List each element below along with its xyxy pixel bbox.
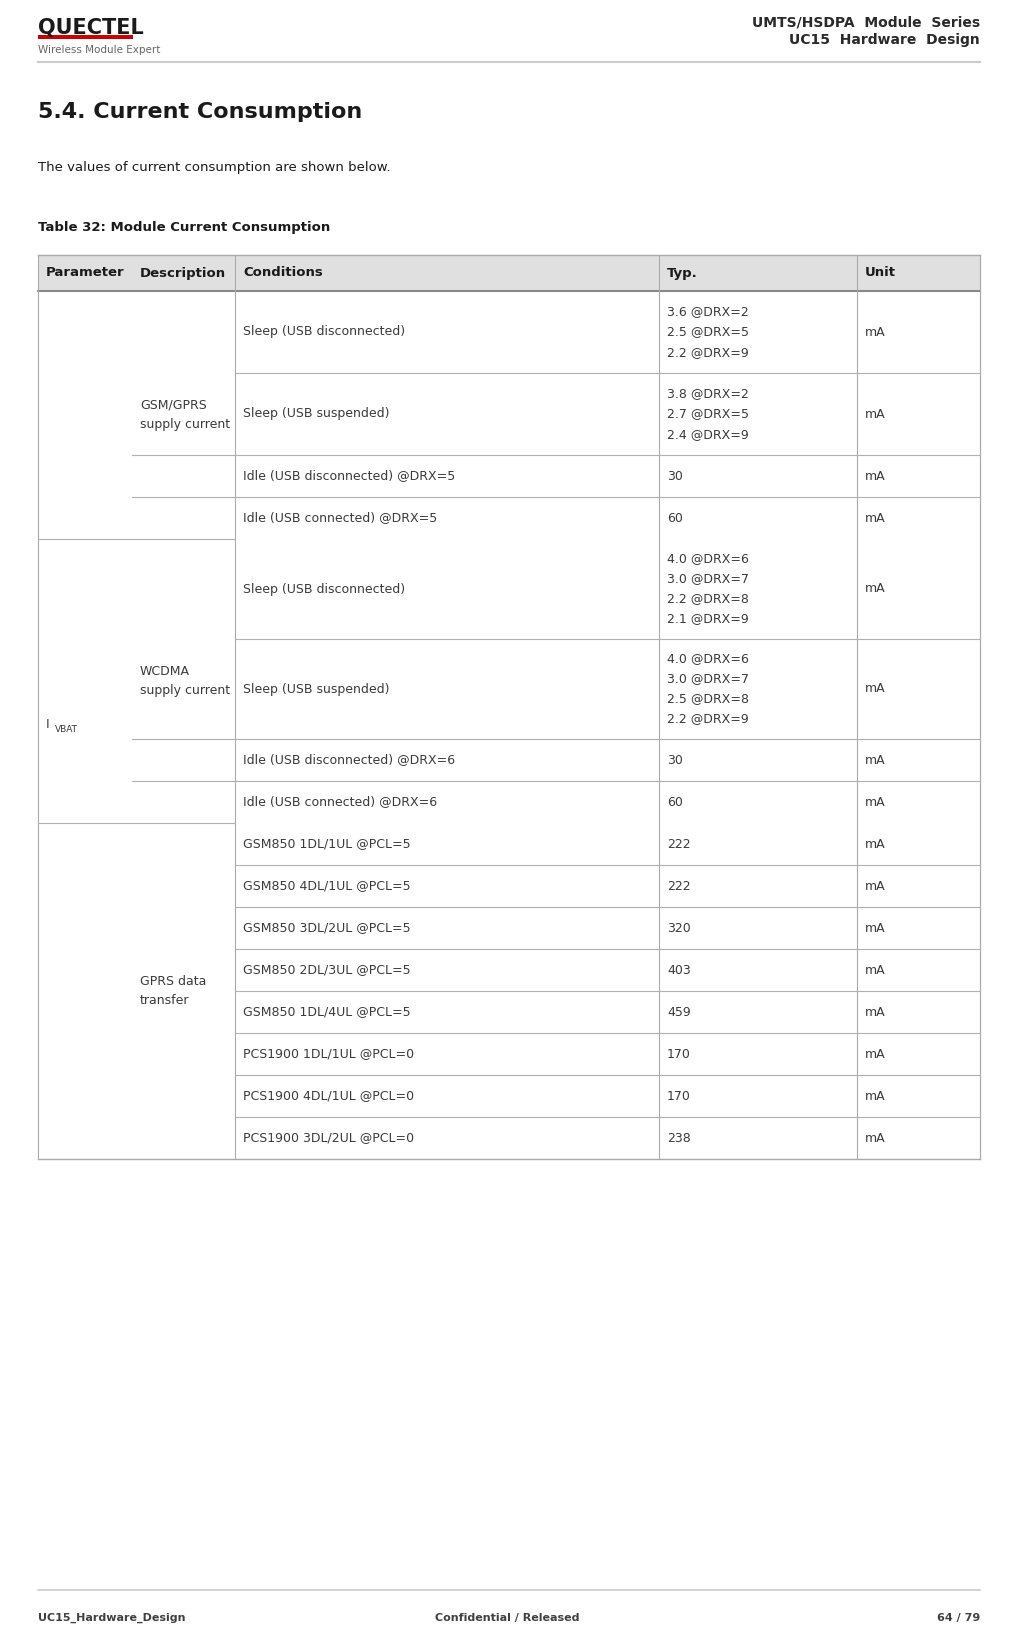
Text: 2.4 @DRX=9: 2.4 @DRX=9 <box>667 428 749 441</box>
Text: I: I <box>46 718 50 731</box>
Text: VBAT: VBAT <box>55 724 78 734</box>
Text: Sleep (USB suspended): Sleep (USB suspended) <box>243 682 390 695</box>
Text: 2.7 @DRX=5: 2.7 @DRX=5 <box>667 408 749 421</box>
Text: Idle (USB disconnected) @DRX=5: Idle (USB disconnected) @DRX=5 <box>243 469 456 482</box>
Text: 2.5 @DRX=8: 2.5 @DRX=8 <box>667 693 749 705</box>
Text: mA: mA <box>865 1090 886 1103</box>
Text: mA: mA <box>865 582 886 595</box>
Text: GSM850 2DL/3UL @PCL=5: GSM850 2DL/3UL @PCL=5 <box>243 964 411 977</box>
Text: 60: 60 <box>667 511 683 524</box>
Text: mA: mA <box>865 682 886 695</box>
Text: 3.0 @DRX=7: 3.0 @DRX=7 <box>667 672 749 685</box>
Text: 2.2 @DRX=9: 2.2 @DRX=9 <box>667 713 749 726</box>
Text: Sleep (USB disconnected): Sleep (USB disconnected) <box>243 582 405 595</box>
Text: Parameter: Parameter <box>46 267 125 280</box>
Text: PCS1900 1DL/1UL @PCL=0: PCS1900 1DL/1UL @PCL=0 <box>243 1047 414 1060</box>
Text: mA: mA <box>865 408 886 421</box>
Text: Table 32: Module Current Consumption: Table 32: Module Current Consumption <box>38 221 330 234</box>
Text: 222: 222 <box>667 838 690 851</box>
Text: 3.0 @DRX=7: 3.0 @DRX=7 <box>667 572 749 585</box>
Text: Idle (USB disconnected) @DRX=6: Idle (USB disconnected) @DRX=6 <box>243 754 455 767</box>
Text: Sleep (USB disconnected): Sleep (USB disconnected) <box>243 326 405 339</box>
Text: mA: mA <box>865 795 886 808</box>
Text: 60: 60 <box>667 795 683 808</box>
Text: mA: mA <box>865 1131 886 1144</box>
Text: Idle (USB connected) @DRX=5: Idle (USB connected) @DRX=5 <box>243 511 437 524</box>
Bar <box>38 34 133 39</box>
Text: 64 / 79: 64 / 79 <box>937 1613 980 1623</box>
Text: mA: mA <box>865 511 886 524</box>
Text: QUECTEL: QUECTEL <box>38 18 144 38</box>
Text: mA: mA <box>865 1047 886 1060</box>
Text: 403: 403 <box>667 964 691 977</box>
Text: mA: mA <box>865 880 886 893</box>
Text: mA: mA <box>865 1005 886 1018</box>
Text: mA: mA <box>865 754 886 767</box>
Text: PCS1900 3DL/2UL @PCL=0: PCS1900 3DL/2UL @PCL=0 <box>243 1131 414 1144</box>
Text: The values of current consumption are shown below.: The values of current consumption are sh… <box>38 162 391 174</box>
Text: Typ.: Typ. <box>667 267 697 280</box>
Text: Wireless Module Expert: Wireless Module Expert <box>38 44 160 56</box>
Text: 170: 170 <box>667 1090 691 1103</box>
Text: 320: 320 <box>667 921 691 934</box>
Text: GPRS data
transfer: GPRS data transfer <box>140 975 206 1006</box>
Text: UC15_Hardware_Design: UC15_Hardware_Design <box>38 1613 186 1623</box>
Text: 4.0 @DRX=6: 4.0 @DRX=6 <box>667 552 749 565</box>
Text: 222: 222 <box>667 880 690 893</box>
Text: GSM850 1DL/1UL @PCL=5: GSM850 1DL/1UL @PCL=5 <box>243 838 411 851</box>
Text: 3.8 @DRX=2: 3.8 @DRX=2 <box>667 387 749 400</box>
Text: GSM/GPRS
supply current: GSM/GPRS supply current <box>140 398 230 431</box>
Text: UC15  Hardware  Design: UC15 Hardware Design <box>790 33 980 48</box>
Bar <box>38 256 980 292</box>
Text: Confidential / Released: Confidential / Released <box>434 1613 580 1623</box>
Text: Unit: Unit <box>865 267 896 280</box>
Text: 30: 30 <box>667 469 683 482</box>
Text: Description: Description <box>140 267 226 280</box>
Text: 238: 238 <box>667 1131 691 1144</box>
Text: WCDMA
supply current: WCDMA supply current <box>140 665 230 697</box>
Text: 170: 170 <box>667 1047 691 1060</box>
Text: mA: mA <box>865 326 886 339</box>
Text: 2.2 @DRX=8: 2.2 @DRX=8 <box>667 593 749 605</box>
Text: GSM850 1DL/4UL @PCL=5: GSM850 1DL/4UL @PCL=5 <box>243 1005 411 1018</box>
Text: 3.6 @DRX=2: 3.6 @DRX=2 <box>667 305 749 318</box>
Text: Idle (USB connected) @DRX=6: Idle (USB connected) @DRX=6 <box>243 795 437 808</box>
Text: 5.4. Current Consumption: 5.4. Current Consumption <box>38 102 362 121</box>
Text: GSM850 4DL/1UL @PCL=5: GSM850 4DL/1UL @PCL=5 <box>243 880 411 893</box>
Text: mA: mA <box>865 469 886 482</box>
Text: mA: mA <box>865 964 886 977</box>
Text: mA: mA <box>865 921 886 934</box>
Text: mA: mA <box>865 838 886 851</box>
Text: 459: 459 <box>667 1005 691 1018</box>
Text: 2.5 @DRX=5: 2.5 @DRX=5 <box>667 326 749 339</box>
Text: Sleep (USB suspended): Sleep (USB suspended) <box>243 408 390 421</box>
Text: PCS1900 4DL/1UL @PCL=0: PCS1900 4DL/1UL @PCL=0 <box>243 1090 414 1103</box>
Text: GSM850 3DL/2UL @PCL=5: GSM850 3DL/2UL @PCL=5 <box>243 921 411 934</box>
Text: 4.0 @DRX=6: 4.0 @DRX=6 <box>667 652 749 665</box>
Text: Conditions: Conditions <box>243 267 323 280</box>
Text: UMTS/HSDPA  Module  Series: UMTS/HSDPA Module Series <box>752 15 980 30</box>
Text: 30: 30 <box>667 754 683 767</box>
Text: 2.2 @DRX=9: 2.2 @DRX=9 <box>667 346 749 359</box>
Text: 2.1 @DRX=9: 2.1 @DRX=9 <box>667 613 749 626</box>
